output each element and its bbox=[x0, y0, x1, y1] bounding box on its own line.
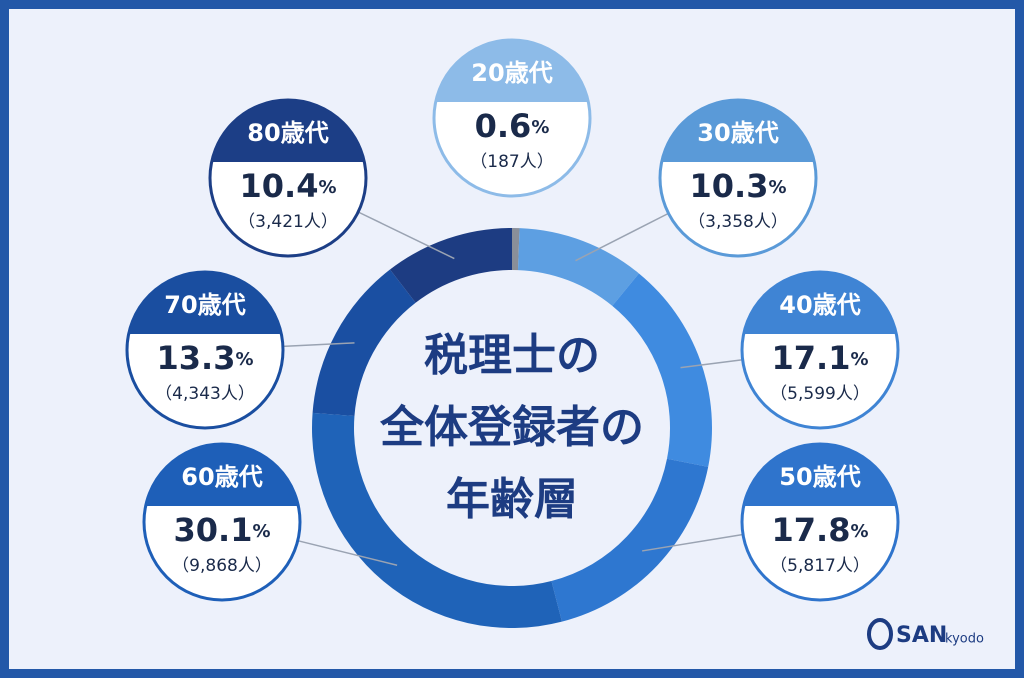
age-bubble: 40歳代 17.1% （5,599人） bbox=[740, 270, 900, 430]
bubble-header bbox=[145, 444, 299, 506]
value-number: 17.8 bbox=[772, 511, 851, 549]
value-label: 17.8% bbox=[772, 511, 869, 549]
value-label: 17.1% bbox=[772, 339, 869, 377]
age-bubble: 60歳代 30.1% （9,868人） bbox=[142, 442, 302, 602]
age-label: 80歳代 bbox=[247, 119, 328, 147]
value-label: 13.3% bbox=[157, 339, 254, 377]
age-label: 50歳代 bbox=[779, 463, 860, 491]
leader-line bbox=[575, 212, 669, 262]
age-bubble: 70歳代 13.3% （4,343人） bbox=[125, 270, 285, 430]
leader-line bbox=[282, 342, 355, 348]
age-bubble: 20歳代 0.6% （187人） bbox=[432, 38, 592, 198]
count-label: （3,358人） bbox=[688, 212, 788, 232]
age-bubble: 80歳代 10.4% （3,421人） bbox=[208, 98, 368, 258]
value-unit: % bbox=[531, 117, 549, 138]
age-label: 40歳代 bbox=[779, 291, 860, 319]
count-label: （4,343人） bbox=[155, 384, 255, 404]
bubble-header bbox=[661, 100, 815, 162]
logo-sub: kyodo bbox=[945, 632, 984, 647]
value-number: 10.4 bbox=[240, 167, 319, 205]
count-label: （187人） bbox=[470, 152, 553, 172]
value-unit: % bbox=[850, 521, 868, 542]
age-label: 70歳代 bbox=[164, 291, 245, 319]
bubble-header bbox=[743, 444, 897, 506]
bubble-header bbox=[743, 272, 897, 334]
value-label: 0.6% bbox=[475, 107, 550, 145]
count-label: （5,817人） bbox=[770, 556, 870, 576]
bubble-header bbox=[128, 272, 282, 334]
value-label: 10.3% bbox=[690, 167, 787, 205]
bubble-header bbox=[211, 99, 365, 162]
value-unit: % bbox=[850, 349, 868, 370]
value-number: 17.1 bbox=[772, 339, 851, 377]
value-unit: % bbox=[252, 521, 270, 542]
logo: SAN kyodo bbox=[867, 618, 984, 650]
value-unit: % bbox=[768, 177, 786, 198]
segment bbox=[512, 228, 520, 271]
segment bbox=[517, 228, 639, 306]
leader-line bbox=[297, 539, 398, 566]
segment bbox=[551, 458, 709, 622]
age-label: 20歳代 bbox=[471, 59, 552, 87]
leader-line bbox=[641, 533, 744, 552]
bubble-header bbox=[435, 40, 589, 102]
value-unit: % bbox=[318, 177, 336, 198]
segment bbox=[612, 273, 712, 467]
value-number: 30.1 bbox=[174, 511, 253, 549]
value-number: 13.3 bbox=[157, 339, 236, 377]
age-bubble: 30歳代 10.3% （3,358人） bbox=[658, 98, 818, 258]
age-label: 60歳代 bbox=[181, 463, 262, 491]
segment bbox=[312, 269, 416, 417]
value-label: 30.1% bbox=[174, 511, 271, 549]
logo-icon bbox=[867, 618, 893, 650]
title-line: 全体登録者の bbox=[379, 402, 644, 453]
value-number: 10.3 bbox=[690, 167, 769, 205]
segment bbox=[389, 227, 512, 303]
leader-line bbox=[357, 211, 455, 260]
value-number: 0.6 bbox=[475, 107, 532, 145]
value-label: 10.4% bbox=[240, 167, 337, 205]
value-unit: % bbox=[235, 349, 253, 370]
age-label: 30歳代 bbox=[697, 119, 778, 147]
leader-line bbox=[680, 359, 743, 369]
segment bbox=[312, 412, 562, 628]
age-bubble: 50歳代 17.8% （5,817人） bbox=[740, 442, 900, 602]
count-label: （5,599人） bbox=[770, 384, 870, 404]
title-line: 税理士の bbox=[424, 330, 600, 381]
logo-mark: SAN bbox=[896, 623, 947, 648]
count-label: （9,868人） bbox=[172, 556, 272, 576]
title-line: 年齢層 bbox=[446, 474, 578, 525]
count-label: （3,421人） bbox=[238, 212, 338, 232]
